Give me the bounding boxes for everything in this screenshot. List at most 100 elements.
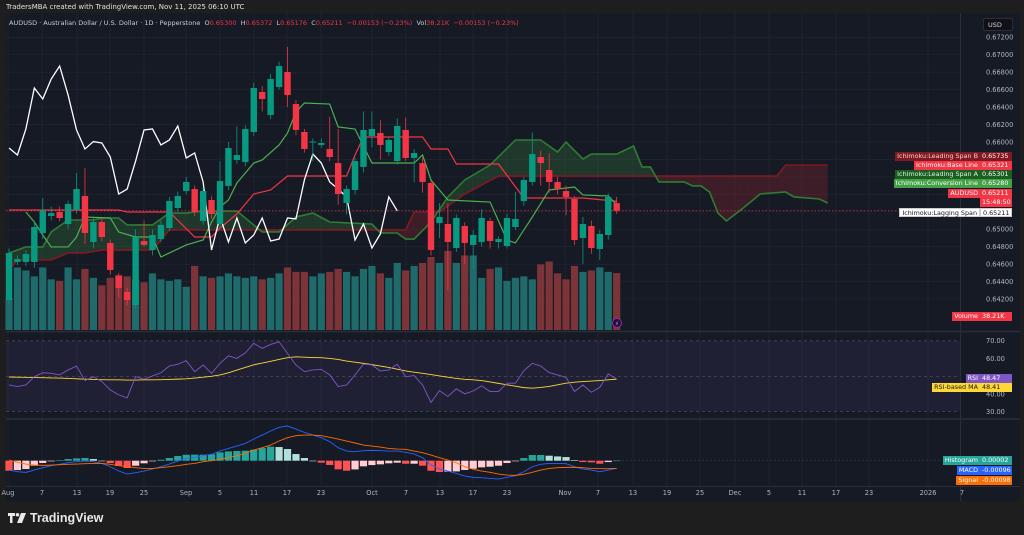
candle[interactable] — [512, 191, 519, 231]
rsi-pane[interactable] — [8, 341, 617, 404]
rsi-axis[interactable]: 70.00 60.00 40.00 30.00 — [986, 337, 1005, 416]
candle-body — [402, 129, 409, 158]
candle[interactable] — [436, 203, 443, 238]
candle[interactable] — [22, 250, 30, 266]
candle[interactable] — [343, 185, 350, 215]
candle[interactable] — [149, 229, 156, 256]
candle[interactable] — [292, 100, 300, 136]
cloud-segment — [709, 176, 718, 214]
candle[interactable] — [242, 125, 249, 167]
candle[interactable] — [107, 239, 114, 275]
candle[interactable] — [208, 196, 215, 219]
candle[interactable] — [166, 196, 173, 231]
candle[interactable] — [351, 157, 359, 195]
macd-histogram-bar — [596, 460, 604, 464]
candle[interactable] — [98, 217, 106, 242]
candle[interactable] — [410, 148, 418, 183]
candle[interactable] — [183, 176, 190, 195]
candle[interactable] — [537, 150, 544, 186]
candle[interactable] — [225, 142, 232, 190]
macd-histogram-bar — [334, 460, 342, 470]
candle[interactable] — [259, 86, 266, 112]
candle[interactable] — [444, 203, 452, 291]
time-axis[interactable]: Aug 7 13 19 25 Sep 5 11 17 23 Oct 7 13 17 23 Nov 7 13 19 25… — [2, 489, 965, 497]
candle[interactable] — [554, 176, 561, 195]
candle[interactable] — [402, 117, 409, 162]
volume-bar — [22, 270, 30, 330]
candle[interactable] — [309, 138, 317, 162]
candle[interactable] — [48, 206, 55, 221]
candle[interactable] — [216, 161, 224, 230]
candle[interactable] — [377, 120, 384, 160]
candle[interactable] — [5, 248, 13, 304]
volume-bar — [165, 280, 173, 330]
price-axis[interactable]: 0.67200 0.67000 0.66800 0.66600 0.66400 0.662… — [986, 34, 1013, 304]
candle[interactable] — [14, 255, 21, 266]
candle[interactable] — [495, 236, 502, 249]
candle[interactable] — [326, 116, 333, 162]
candle[interactable] — [301, 128, 308, 153]
macd-histogram-bar — [182, 454, 190, 461]
candle[interactable] — [360, 111, 367, 173]
tag-histogram-value: 0.00002 — [980, 456, 1012, 465]
candle[interactable] — [39, 198, 46, 240]
candle[interactable] — [174, 191, 181, 212]
candle[interactable] — [191, 185, 198, 217]
candle[interactable] — [529, 132, 536, 186]
candle[interactable] — [132, 229, 139, 308]
tradingview-logo[interactable]: TradingView — [8, 511, 103, 525]
candle[interactable] — [571, 196, 578, 245]
candle[interactable] — [73, 172, 80, 214]
candlesticks[interactable] — [5, 46, 620, 308]
candle[interactable] — [605, 193, 612, 240]
candle[interactable] — [453, 214, 460, 252]
candle[interactable] — [427, 180, 435, 256]
candle[interactable] — [588, 220, 595, 254]
candle[interactable] — [115, 272, 122, 298]
candle[interactable] — [478, 209, 485, 247]
volume-bar — [326, 271, 334, 330]
macd-histogram-bar — [47, 460, 55, 462]
candle[interactable] — [64, 200, 72, 230]
low-label: L — [276, 19, 281, 27]
candle[interactable] — [503, 213, 511, 249]
candle[interactable] — [250, 82, 257, 136]
candle[interactable] — [368, 111, 376, 148]
macd-pane[interactable] — [5, 425, 960, 480]
candle[interactable] — [199, 187, 207, 225]
volume-bar — [486, 268, 494, 330]
candle[interactable] — [267, 73, 274, 120]
candle[interactable] — [318, 138, 325, 149]
candle[interactable] — [140, 220, 148, 247]
candle[interactable] — [385, 136, 392, 156]
candle[interactable] — [579, 217, 587, 265]
cloud-segment — [760, 176, 769, 195]
candle[interactable] — [284, 46, 291, 108]
macd-histogram-bar — [402, 460, 410, 464]
macd-histogram-bar — [115, 460, 123, 467]
candle[interactable] — [419, 157, 426, 193]
candle[interactable] — [520, 176, 528, 206]
candle[interactable] — [613, 196, 620, 214]
candle[interactable] — [334, 128, 342, 205]
candle[interactable] — [394, 118, 401, 165]
candle[interactable] — [157, 220, 165, 243]
lightning-icon[interactable]: ⚡ — [612, 318, 622, 328]
candle[interactable] — [562, 185, 570, 216]
candle[interactable] — [596, 230, 603, 260]
candle[interactable] — [275, 61, 283, 90]
candle[interactable] — [461, 222, 468, 265]
candle[interactable] — [486, 217, 494, 249]
candle[interactable] — [123, 287, 131, 306]
symbol-legend: AUDUSD · Australian Dollar / U.S. Dollar… — [9, 19, 519, 27]
currency-button[interactable]: USD — [983, 18, 1013, 31]
candle[interactable] — [233, 126, 241, 164]
candle[interactable] — [90, 217, 97, 249]
cloud-segment — [625, 146, 634, 177]
candle[interactable] — [470, 230, 477, 269]
candle[interactable] — [81, 168, 89, 244]
candle[interactable] — [545, 153, 553, 193]
candle[interactable] — [31, 222, 38, 268]
candle[interactable] — [56, 206, 63, 222]
